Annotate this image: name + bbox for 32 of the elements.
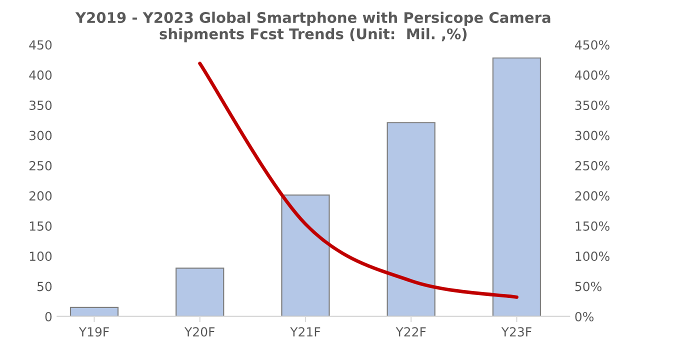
y-tick-label: 350: [30, 100, 52, 110]
y2-tick-label: 100%: [576, 252, 610, 262]
y2-tick-label: 200%: [575, 191, 610, 201]
bar: [176, 268, 224, 316]
chart-title: Y2019 - Y2023 Global Smartphone with Persicope Camera shipments Fcst Trends (Unit: Mil. ,%): [75, 12, 550, 42]
y-tick-label: 50: [37, 282, 52, 292]
y2-tick-label: 450%: [575, 40, 610, 50]
y2-tick-label: 0%: [575, 312, 594, 322]
y-tick-label: 0: [45, 312, 52, 322]
y2-tick-label: 50%: [575, 282, 602, 292]
x-tick-label: Y20F: [184, 327, 215, 337]
y2-tick-label: 250%: [575, 160, 610, 170]
line-series: [198, 62, 518, 299]
bar: [492, 57, 542, 316]
y-tick-label: 450: [29, 40, 52, 50]
y2-tick-label: 150%: [576, 221, 610, 231]
y2-tick-label: 400%: [575, 70, 610, 80]
y-tick-label: 400: [29, 70, 52, 80]
y2-tick-label: 350%: [575, 100, 610, 110]
x-tick-label: Y21F: [290, 327, 320, 336]
x-tick-label: Y22F: [396, 327, 426, 336]
bar: [386, 122, 436, 316]
bar: [70, 306, 119, 316]
x-tick-label: Y23F: [501, 327, 532, 337]
y-tick-label: 100: [30, 252, 52, 262]
y2-tick-label: 300%: [575, 130, 610, 140]
y-tick-label: 250: [29, 160, 52, 170]
bar: [281, 194, 330, 316]
y-tick-label: 200: [29, 191, 52, 201]
y-tick-label: 150: [30, 221, 52, 231]
y-tick-label: 300: [30, 130, 52, 140]
x-tick-label: Y19F: [78, 327, 109, 337]
